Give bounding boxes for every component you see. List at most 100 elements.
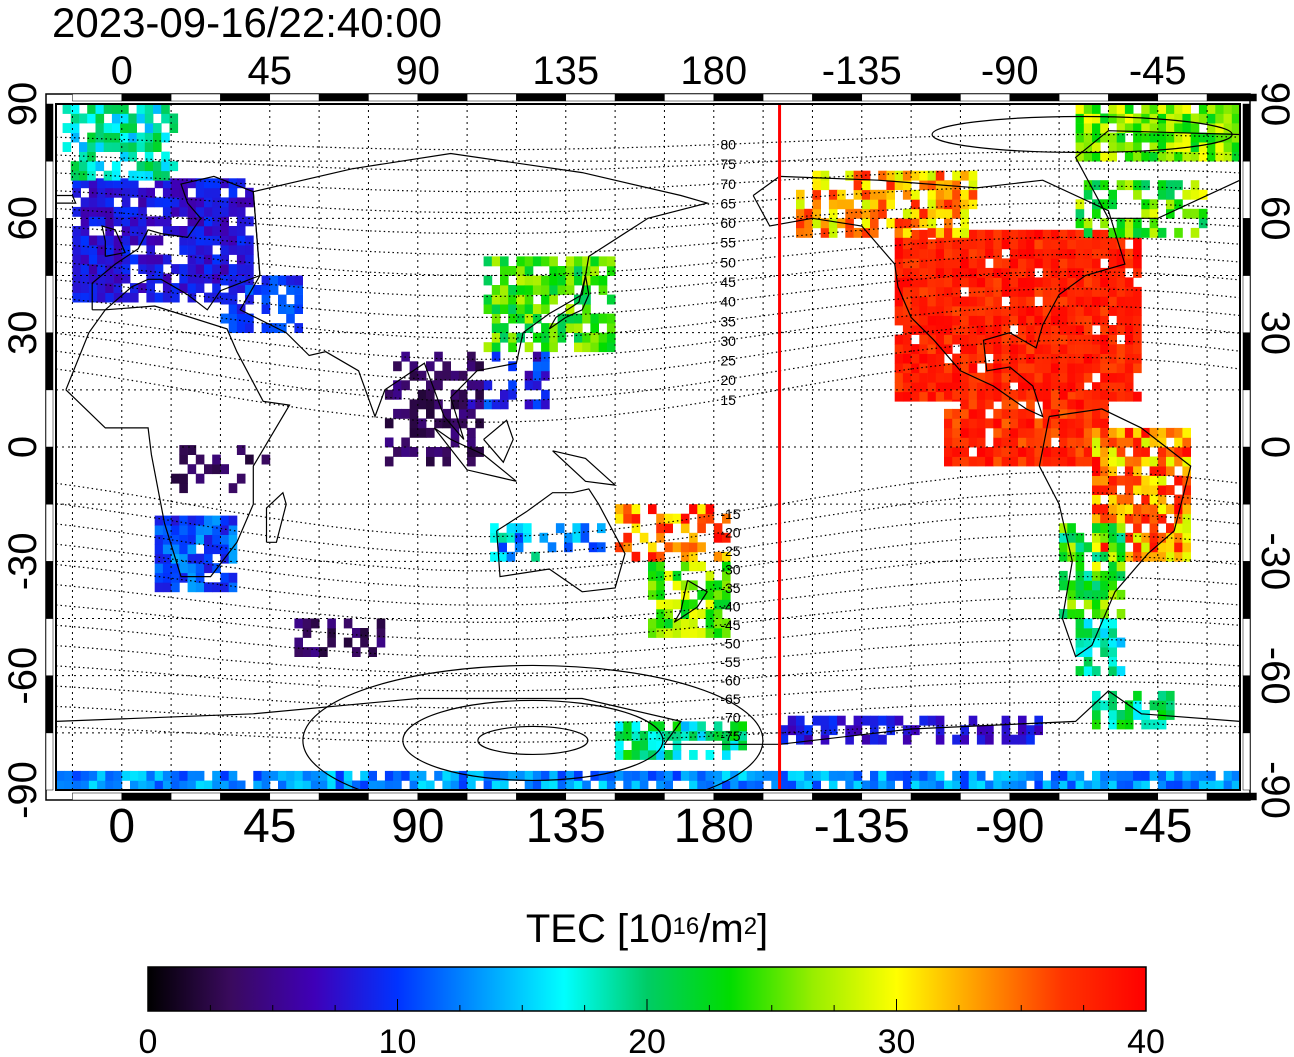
contour-label: -70 (720, 709, 740, 725)
south-pole-contour (302, 664, 764, 790)
contour-label: -60 (720, 672, 740, 688)
frame-tick-left (45, 103, 54, 162)
contour-label: -25 (720, 543, 740, 559)
coastline-11 (433, 427, 517, 482)
frame-tick-right (1242, 561, 1251, 619)
contour-label: 50 (720, 254, 736, 270)
frame-tick-top (220, 93, 271, 102)
frame-tick-left (45, 332, 54, 391)
lat-label-right: 60 (1253, 196, 1294, 241)
frame-tick-left (45, 218, 54, 276)
frame-tick-top (466, 93, 517, 102)
frame-tick-left (45, 275, 54, 333)
frame-tick-top (170, 93, 221, 102)
lon-label-top: 135 (532, 49, 599, 93)
lon-label-bottom: 180 (674, 800, 754, 853)
frame-tick-left (45, 618, 54, 676)
lon-label-top: 45 (248, 49, 293, 93)
frame-tick-right (1242, 675, 1251, 734)
contour-label: -50 (720, 635, 740, 651)
lon-label-bottom: -135 (814, 800, 910, 853)
lat-label-left: -60 (1, 647, 45, 705)
contour-label: -20 (720, 525, 740, 541)
mag-latitude-contour (56, 554, 1240, 606)
contour-label: 15 (720, 392, 736, 408)
frame-tick-right (1242, 218, 1251, 276)
coastline-12 (483, 419, 514, 464)
tec-region-east-asia (384, 256, 616, 467)
frame-tick-bottom (318, 792, 369, 801)
frame-tick-bottom (1058, 792, 1109, 801)
mag-latitude-contour (56, 288, 1240, 340)
lon-label-bottom: -45 (1123, 800, 1192, 853)
frame-tick-left (45, 675, 54, 734)
frame-tick-bottom (565, 792, 616, 801)
frame-tick-top (269, 93, 320, 102)
frame-tick-top (1206, 93, 1257, 102)
contour-label: 40 (720, 294, 736, 310)
frame-tick-right (1242, 103, 1251, 162)
contour-label: 80 (720, 136, 736, 152)
contour-label: 30 (720, 333, 736, 349)
lat-label-right: 90 (1253, 82, 1294, 127)
lat-label-left: 60 (1, 196, 45, 241)
contour-label: -65 (720, 691, 740, 707)
lon-label-bottom: 0 (108, 800, 135, 853)
lat-label-left: -90 (1, 761, 45, 819)
contour-label: -15 (720, 506, 740, 522)
mag-latitude-contour (56, 236, 1240, 277)
lon-label-top: -45 (1129, 49, 1187, 93)
lat-label-left: 90 (1, 82, 45, 127)
frame-tick-top (713, 93, 764, 102)
frame-tick-bottom (466, 792, 517, 801)
colorbar-tick-label: 0 (139, 1023, 158, 1057)
frame-tick-right (1242, 389, 1251, 448)
lon-label-bottom: 135 (526, 800, 606, 853)
lat-label-left: 0 (1, 436, 45, 458)
frame-tick-top (960, 93, 1011, 102)
frame-tick-right (1242, 503, 1251, 562)
tec-region-australia-nz (294, 504, 731, 657)
frame-tick-bottom (170, 792, 221, 801)
frame-tick-bottom (220, 792, 271, 801)
contour-label: -40 (720, 599, 740, 615)
frame-tick-bottom (861, 792, 912, 801)
contour-label: 75 (720, 156, 736, 172)
frame-tick-right (1242, 446, 1251, 505)
mag-latitude-contour (56, 617, 1240, 658)
lat-label-left: -30 (1, 532, 45, 590)
frame-tick-bottom (1108, 792, 1159, 801)
mag-latitude-contour (56, 322, 1240, 381)
mag-latitude-contour (56, 471, 1240, 538)
frame-tick-bottom (516, 792, 567, 801)
lon-label-top: 0 (111, 49, 133, 93)
lon-label-bottom: -90 (975, 800, 1044, 853)
frame-tick-right (1242, 618, 1251, 676)
lon-label-top: 90 (396, 49, 441, 93)
coastline-6 (1038, 408, 1192, 658)
frame-tick-bottom (614, 792, 665, 801)
frame-tick-left (45, 446, 54, 505)
lon-label-top: -135 (822, 49, 902, 93)
contour-label: 55 (720, 235, 736, 251)
north-pole-contour (931, 115, 1233, 154)
frame-tick-bottom (121, 792, 172, 801)
frame-tick-top (910, 93, 961, 102)
frame-tick-top (565, 93, 616, 102)
mag-latitude-contour (56, 575, 1240, 623)
frame-tick-top (812, 93, 863, 102)
mag-latitude-contour (56, 596, 1240, 641)
coastline-1 (91, 175, 261, 311)
contour-label: -30 (720, 562, 740, 578)
frame-tick-top (1157, 93, 1208, 102)
frame-tick-left (45, 561, 54, 619)
frame-tick-bottom (960, 792, 1011, 801)
coastline-4 (673, 579, 709, 623)
lat-label-left: 30 (1, 310, 45, 355)
frame-tick-bottom (713, 792, 764, 801)
frame-tick-left (45, 389, 54, 448)
frame-tick-top (861, 93, 912, 102)
south-pole-contour (477, 725, 589, 756)
contour-label: -75 (720, 728, 740, 744)
